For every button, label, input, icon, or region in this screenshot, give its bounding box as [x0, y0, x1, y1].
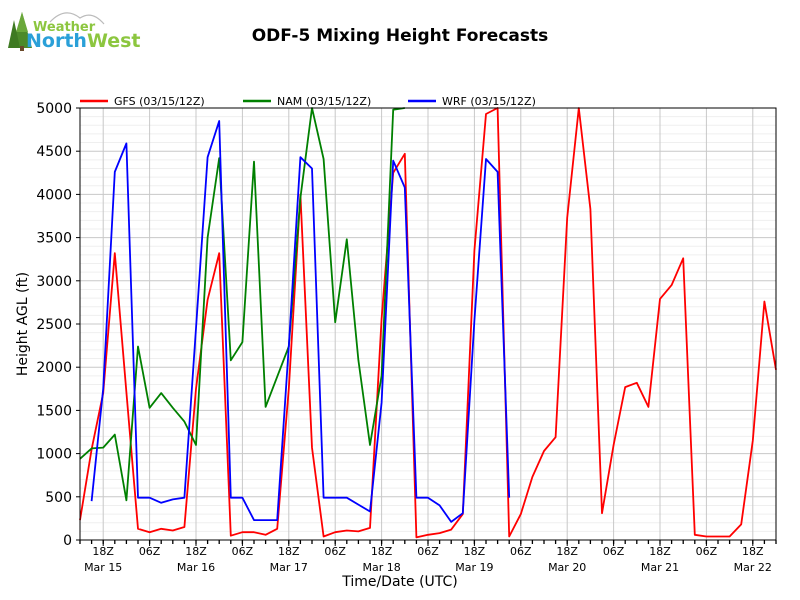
y-axis-label: Height AGL (ft)	[15, 272, 31, 376]
legend-label: WRF (03/15/12Z)	[442, 95, 536, 108]
series-line-3	[90, 120, 511, 523]
x-date-label: Mar 19	[455, 561, 493, 574]
grid	[80, 107, 776, 541]
y-tick-label: 3500	[36, 231, 72, 247]
y-tick-label: 0	[63, 533, 72, 549]
y-tick-label: 2000	[36, 360, 72, 376]
series-line-1	[79, 107, 777, 539]
y-tick-label: 2500	[36, 317, 72, 333]
x-tick-label: 18Z	[185, 545, 207, 558]
y-tick-label: 1000	[36, 447, 72, 463]
x-tick-label: 06Z	[324, 545, 346, 558]
legend-label: GFS (03/15/12Z)	[114, 95, 205, 108]
y-tick-label: 4500	[36, 144, 72, 160]
x-tick-label: 18Z	[742, 545, 764, 558]
x-tick-label: 06Z	[510, 545, 532, 558]
x-date-label: Mar 15	[84, 561, 122, 574]
series-lines	[79, 107, 777, 539]
x-tick-label: 18Z	[649, 545, 671, 558]
chart-title: ODF-5 Mixing Height Forecasts	[252, 26, 549, 46]
x-tick-label: 06Z	[232, 545, 254, 558]
x-tick-label: 18Z	[464, 545, 486, 558]
logo-line2: NorthWest	[26, 30, 141, 52]
x-tick-label: 18Z	[278, 545, 300, 558]
y-tick-label: 500	[45, 490, 72, 506]
x-tick-label: 06Z	[139, 545, 161, 558]
x-date-label: Mar 18	[362, 561, 400, 574]
x-tick-label: 06Z	[696, 545, 718, 558]
y-axis: 0 500 1000 1500 2000 2500 3000 3500 4000 4500 5000	[36, 101, 80, 549]
x-date-label: Mar 21	[641, 561, 679, 574]
x-date-label: Mar 17	[270, 561, 308, 574]
y-tick-label: 4000	[36, 187, 72, 203]
y-tick-label: 1500	[36, 403, 72, 419]
x-axis-label: Time/Date (UTC)	[341, 574, 458, 590]
tree-icon	[8, 12, 105, 51]
x-date-label: Mar 20	[548, 561, 586, 574]
logo-line2b: West	[87, 30, 141, 52]
y-tick-label: 3000	[36, 274, 72, 290]
logo-line1: Weather	[33, 20, 96, 35]
x-tick-label: 18Z	[556, 545, 578, 558]
y-tick-label: 5000	[36, 101, 72, 117]
logo: Weather NorthWest	[8, 12, 141, 52]
x-tick-label: 18Z	[92, 545, 114, 558]
x-tick-label: 06Z	[417, 545, 439, 558]
legend: GFS (03/15/12Z) NAM (03/15/12Z) WRF (03/15…	[80, 95, 536, 108]
logo-line2a: North	[26, 30, 87, 52]
legend-label: NAM (03/15/12Z)	[277, 95, 371, 108]
x-tick-label: 18Z	[371, 545, 393, 558]
x-axis: 18Z Mar 15 06Z 18Z Mar 16 06Z 18Z Mar 17 06Z 18Z M…	[79, 540, 777, 574]
x-date-label: Mar 22	[734, 561, 772, 574]
x-date-label: Mar 16	[177, 561, 215, 574]
x-tick-label: 06Z	[603, 545, 625, 558]
